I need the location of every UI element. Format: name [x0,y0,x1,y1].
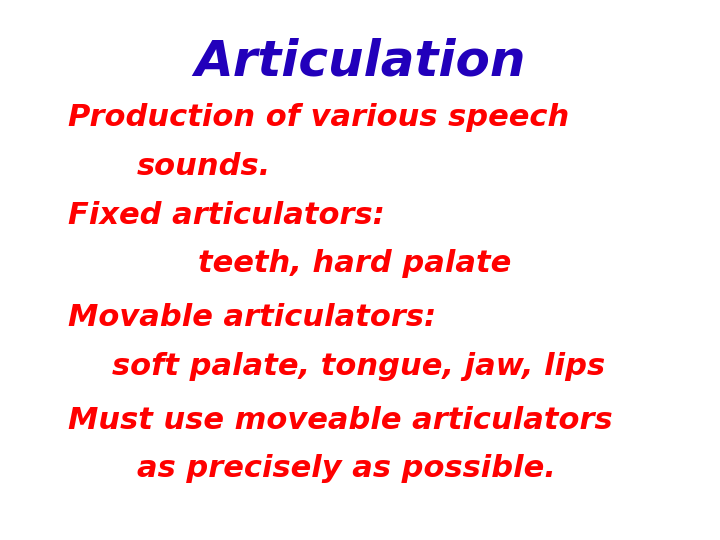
Text: soft palate, tongue, jaw, lips: soft palate, tongue, jaw, lips [112,352,605,381]
Text: Articulation: Articulation [194,38,526,86]
Text: Fixed articulators:: Fixed articulators: [68,200,385,230]
Text: Movable articulators:: Movable articulators: [68,303,436,332]
Text: sounds.: sounds. [137,152,271,181]
Text: as precisely as possible.: as precisely as possible. [137,454,556,483]
Text: teeth, hard palate: teeth, hard palate [198,249,511,278]
Text: Production of various speech: Production of various speech [68,103,570,132]
Text: Must use moveable articulators: Must use moveable articulators [68,406,613,435]
